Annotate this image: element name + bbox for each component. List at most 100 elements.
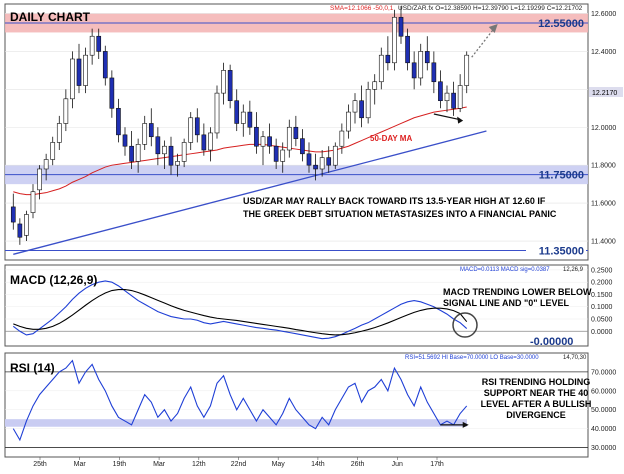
rsi-series-line — [12, 359, 468, 442]
candle-up — [444, 92, 450, 102]
rsi-y-ticks: 70.0000 60.0000 50.0000 40.0000 30.0000 — [591, 369, 616, 452]
candle-up — [181, 142, 187, 162]
level-lines — [5, 22, 588, 252]
macd-series-line — [12, 280, 468, 340]
candle-down — [194, 117, 200, 136]
price-y-ticks: 12.600012.400012.200012.000011.800011.60… — [591, 11, 616, 246]
rsi-grid — [5, 371, 588, 448]
candle-up — [372, 81, 378, 90]
candle-down — [431, 62, 437, 83]
candle-up — [37, 168, 42, 191]
candle-down — [116, 107, 121, 136]
candle-down — [438, 81, 443, 102]
price-annotation-line-2: THE GREEK DEBT SITUATION METASTASIZES IN… — [243, 209, 557, 219]
candle-down — [247, 111, 253, 128]
x-tick-label: Mar — [153, 461, 166, 468]
trendline-group — [13, 130, 487, 255]
candle-up — [89, 35, 95, 56]
candle-up — [142, 123, 148, 145]
price-y-tick-label: 11.8000 — [591, 163, 616, 170]
rsi-annotation-line-2: SUPPORT NEAR THE 40 — [484, 388, 589, 398]
rsi-y-tick-label: 70.0000 — [591, 369, 616, 376]
sma-line — [13, 106, 467, 196]
candle-down — [254, 126, 259, 147]
candle-down — [168, 145, 174, 166]
trendline — [13, 130, 487, 255]
candle-up — [43, 159, 49, 170]
candle-up — [260, 136, 266, 147]
rsi-panel-title: RSI (14) — [10, 361, 55, 375]
candle-up — [392, 16, 397, 64]
candle-up — [214, 92, 220, 134]
macd-panel-title: MACD (12,26,9) — [10, 273, 97, 287]
level-label-bg — [526, 242, 586, 256]
candle-up — [135, 144, 141, 162]
candle-down — [122, 134, 128, 147]
macd-series-line — [13, 288, 468, 336]
level-label: 12.55000 — [538, 18, 584, 30]
candle-up — [83, 54, 88, 86]
macd-y-tick-label: 0.2500 — [591, 267, 613, 274]
candle-up — [70, 58, 75, 100]
candle-up — [352, 100, 358, 113]
x-tick-label: 25th — [33, 461, 47, 468]
candle-down — [155, 136, 161, 155]
candle-down — [267, 136, 272, 147]
candle-up — [56, 123, 62, 143]
macd-annotation-line-1: MACD TRENDING LOWER BELOW — [443, 287, 592, 297]
rsi-y-tick-label: 50.0000 — [591, 407, 616, 414]
level-labels: 12.55000 11.75000 11.35000 — [526, 18, 586, 258]
price-y-tick-label: 12.6000 — [591, 11, 616, 18]
candle-up — [50, 142, 56, 160]
x-tick-label: 12th — [192, 461, 206, 468]
x-tick-label: 14th — [311, 461, 325, 468]
candle-up — [280, 149, 286, 162]
macd-params: 12,26,9 — [563, 267, 584, 273]
macd-lines — [12, 280, 468, 340]
candle-up — [286, 126, 292, 151]
candle-up — [464, 54, 470, 86]
price-arrows — [433, 23, 498, 124]
sma-label: 50-DAY MA — [370, 134, 412, 143]
candle-down — [451, 92, 456, 109]
candle-down — [405, 35, 410, 64]
candle-down — [129, 145, 134, 162]
candle-down — [300, 138, 305, 155]
rsi-y-tick-label: 30.0000 — [591, 445, 616, 452]
rsi-support-arrowhead — [462, 421, 469, 428]
macd-zero-label: -0.00000 — [530, 336, 573, 348]
divergence-arrowhead — [457, 116, 464, 124]
candle-up — [175, 161, 180, 166]
candle-up — [319, 157, 325, 170]
candle-up — [332, 145, 338, 166]
ohlc-legend: USD/ZAR.fx O=12.38590 H=12.39790 L=12.19… — [398, 5, 583, 12]
macd-legend: MACD=0.0113 MACD sig=0.0387 — [460, 267, 550, 273]
candle-up — [30, 191, 36, 213]
candle-down — [424, 51, 430, 64]
candle-down — [411, 62, 417, 79]
rsi-legend: RSI=51.5692 HI Base=70.0000 LO Base=30.0… — [405, 355, 539, 361]
level-label: 11.35000 — [539, 246, 584, 258]
rsi-params: 14,70,30 — [563, 355, 587, 361]
rsi-y-tick-label: 40.0000 — [591, 426, 616, 433]
price-y-tick-label: 12.4000 — [591, 49, 616, 56]
price-y-tick-label: 12.0000 — [591, 125, 616, 132]
candle-down — [102, 51, 108, 79]
candle-down — [385, 54, 391, 64]
candle-up — [365, 89, 371, 119]
x-tick-label: 19th — [113, 461, 127, 468]
candle-down — [359, 100, 364, 119]
x-tick-label: Jun — [392, 461, 403, 468]
candles-group — [10, 5, 470, 245]
x-tick-label: 17th — [430, 461, 444, 468]
macd-y-tick-label: 0.1000 — [591, 304, 613, 311]
rsi-annotation-line-4: DIVERGENCE — [506, 410, 566, 420]
candle-down — [234, 100, 240, 124]
candle-up — [346, 111, 351, 132]
candle-up — [221, 70, 226, 94]
last-price-label: 12.2170 — [592, 90, 617, 97]
last-price-tag — [589, 87, 623, 97]
macd-y-tick-label: 0.0500 — [591, 317, 613, 324]
x-tick-label: 26th — [351, 461, 365, 468]
price-y-tick-label: 11.4000 — [591, 239, 616, 246]
